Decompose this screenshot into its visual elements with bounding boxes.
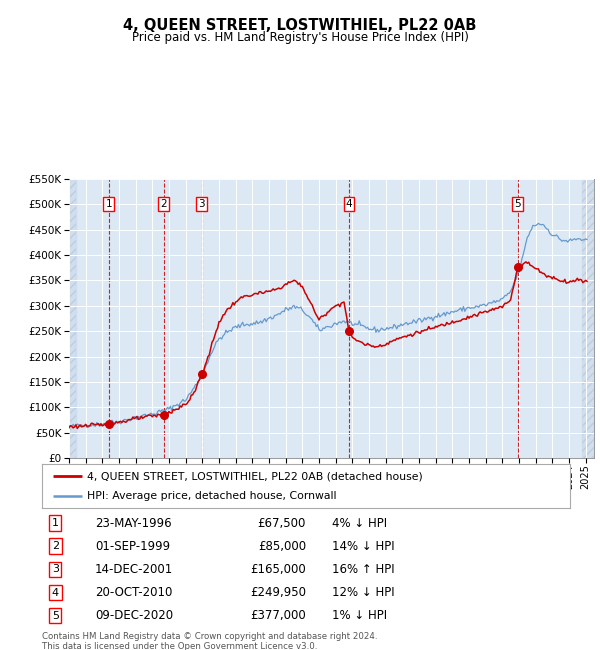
Text: 09-DEC-2020: 09-DEC-2020	[95, 609, 173, 622]
Text: £377,000: £377,000	[250, 609, 306, 622]
Text: 2: 2	[160, 199, 167, 209]
Text: 3: 3	[198, 199, 205, 209]
Text: £67,500: £67,500	[257, 517, 306, 530]
Text: 1: 1	[52, 518, 59, 528]
Text: 20-OCT-2010: 20-OCT-2010	[95, 586, 172, 599]
Text: 5: 5	[52, 611, 59, 621]
Text: 23-MAY-1996: 23-MAY-1996	[95, 517, 172, 530]
Text: 4, QUEEN STREET, LOSTWITHIEL, PL22 0AB (detached house): 4, QUEEN STREET, LOSTWITHIEL, PL22 0AB (…	[87, 471, 422, 482]
Bar	[69, 179, 76, 458]
Text: 12% ↓ HPI: 12% ↓ HPI	[332, 586, 395, 599]
Text: £165,000: £165,000	[250, 563, 306, 576]
Text: 14-DEC-2001: 14-DEC-2001	[95, 563, 173, 576]
Text: HPI: Average price, detached house, Cornwall: HPI: Average price, detached house, Corn…	[87, 491, 337, 501]
Text: 1: 1	[106, 199, 112, 209]
Text: 16% ↑ HPI: 16% ↑ HPI	[332, 563, 395, 576]
Bar	[69, 179, 76, 458]
Text: 01-SEP-1999: 01-SEP-1999	[95, 540, 170, 552]
Text: Contains HM Land Registry data © Crown copyright and database right 2024.: Contains HM Land Registry data © Crown c…	[42, 632, 377, 642]
Text: 4: 4	[52, 588, 59, 597]
Text: 4, QUEEN STREET, LOSTWITHIEL, PL22 0AB: 4, QUEEN STREET, LOSTWITHIEL, PL22 0AB	[124, 18, 476, 33]
Text: £85,000: £85,000	[258, 540, 306, 552]
Text: Price paid vs. HM Land Registry's House Price Index (HPI): Price paid vs. HM Land Registry's House …	[131, 31, 469, 44]
Text: 1% ↓ HPI: 1% ↓ HPI	[332, 609, 388, 622]
Text: £249,950: £249,950	[250, 586, 306, 599]
Text: 2: 2	[52, 541, 59, 551]
Text: 4% ↓ HPI: 4% ↓ HPI	[332, 517, 388, 530]
Bar	[581, 179, 594, 458]
Text: 4: 4	[346, 199, 352, 209]
Text: 14% ↓ HPI: 14% ↓ HPI	[332, 540, 395, 552]
Text: This data is licensed under the Open Government Licence v3.0.: This data is licensed under the Open Gov…	[42, 642, 317, 650]
Bar	[581, 179, 594, 458]
Text: 3: 3	[52, 564, 59, 575]
Text: 5: 5	[514, 199, 521, 209]
